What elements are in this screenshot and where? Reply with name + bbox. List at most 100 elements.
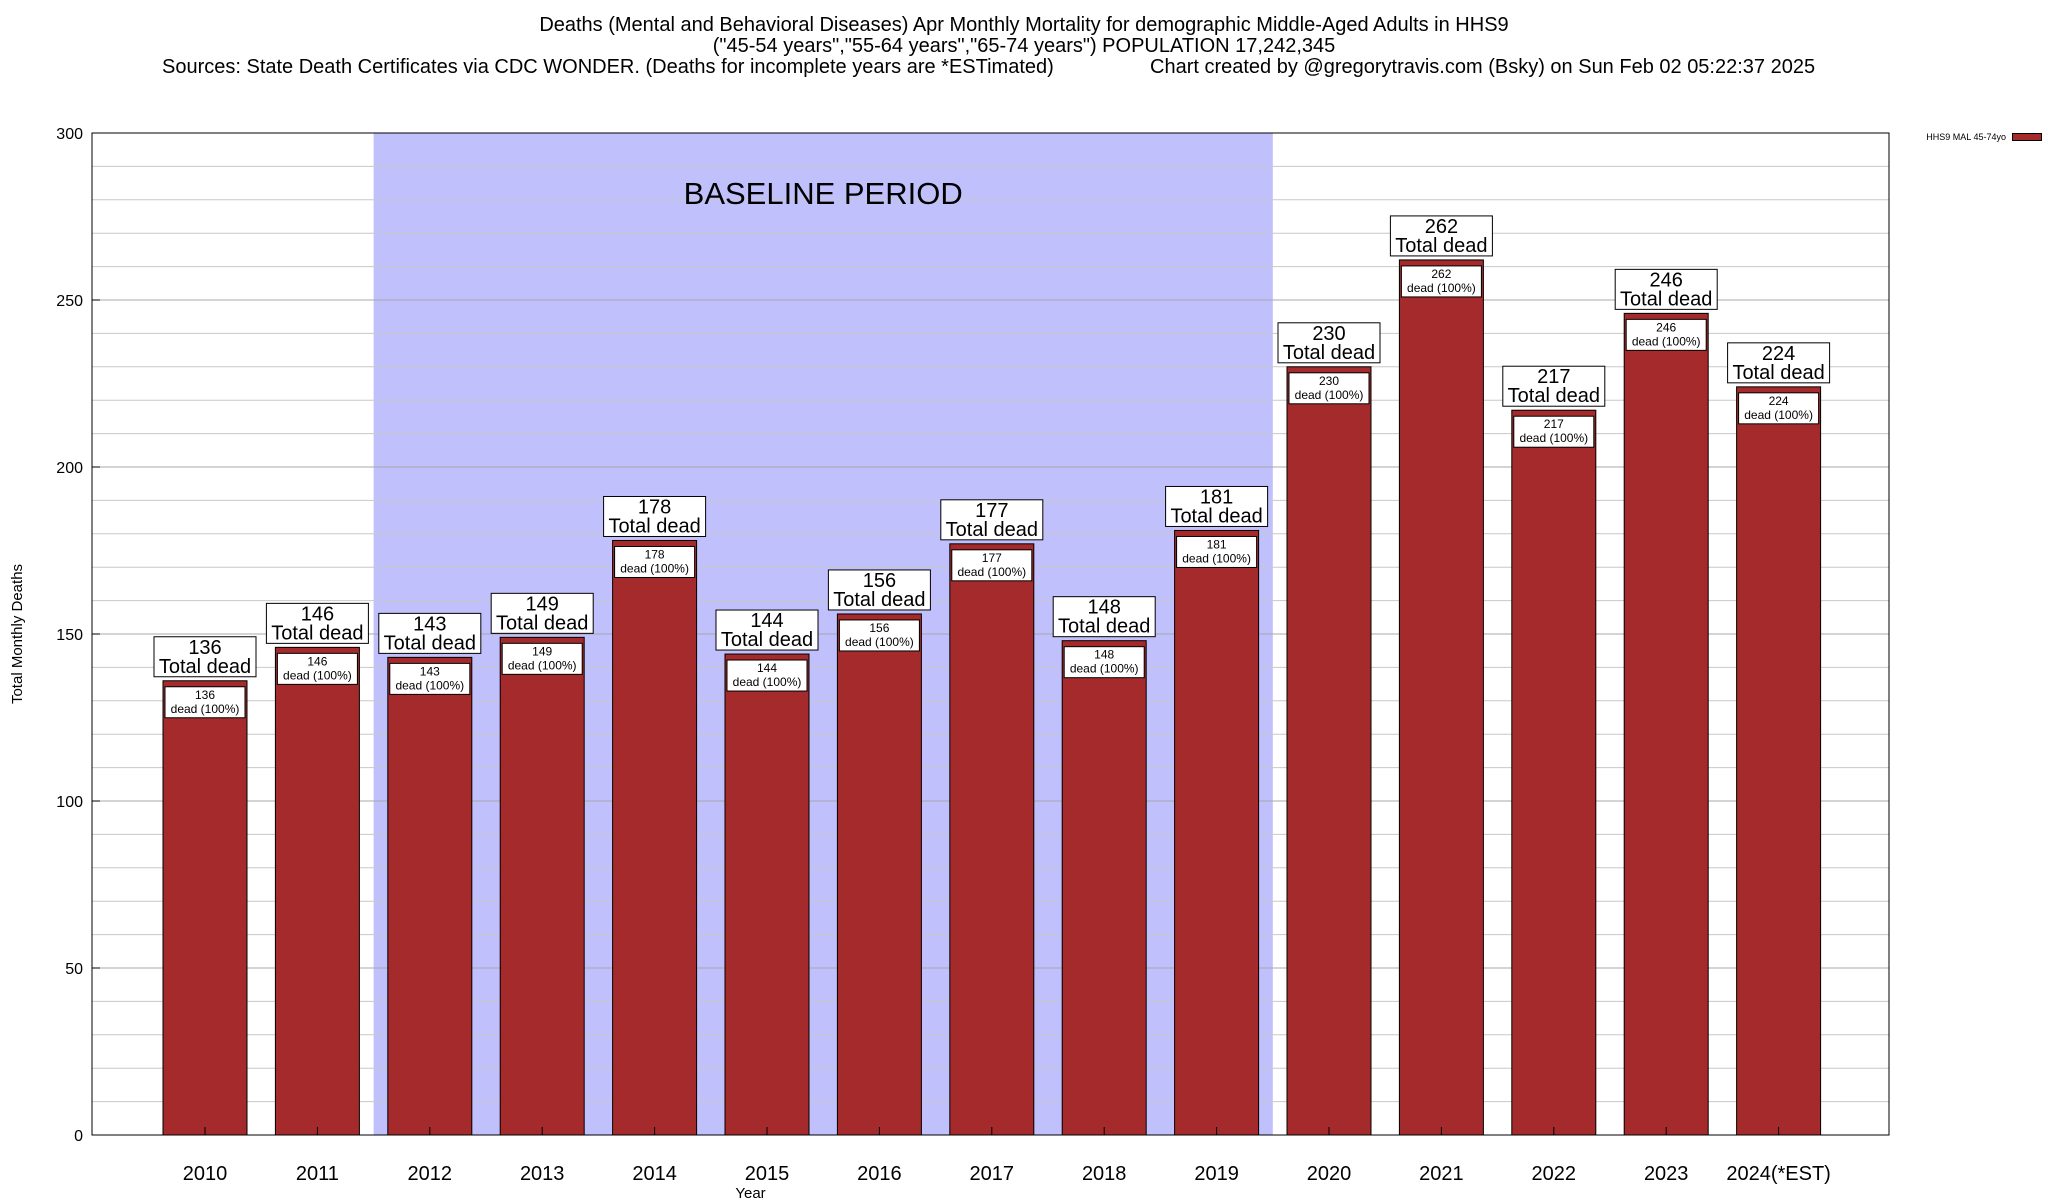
x-tick-label: 2015 bbox=[745, 1163, 790, 1185]
bar-inner-label-box bbox=[389, 662, 471, 695]
x-tick-label: 2021 bbox=[1419, 1163, 1464, 1185]
bar-value-label: 217 bbox=[1537, 366, 1570, 388]
bar-inner-percent-label: dead (100%) bbox=[845, 635, 914, 649]
bar-total-label: Total dead bbox=[1395, 235, 1487, 257]
bar-total-label: Total dead bbox=[159, 656, 251, 678]
bar bbox=[724, 653, 810, 1136]
bar-value-label: 144 bbox=[750, 610, 783, 632]
bar-value-label: 246 bbox=[1650, 269, 1683, 291]
x-tick-label: 2023 bbox=[1644, 1163, 1689, 1185]
x-tick-label: 2017 bbox=[970, 1163, 1015, 1185]
y-tick-label: 150 bbox=[56, 627, 83, 644]
bar bbox=[387, 656, 473, 1136]
bar-top-label-box bbox=[1052, 596, 1156, 638]
bar-inner-value-label: 246 bbox=[1656, 320, 1676, 334]
bar-top-label-box bbox=[1614, 268, 1718, 310]
bar-top-label-box bbox=[490, 592, 594, 634]
x-tick-label: 2011 bbox=[296, 1163, 339, 1185]
bar-total-label: Total dead bbox=[1058, 616, 1150, 638]
x-tick-label: 2022 bbox=[1532, 1163, 1577, 1185]
bar bbox=[1286, 366, 1372, 1136]
bar-top-label-box bbox=[1277, 322, 1381, 364]
bar-top-label-box bbox=[1502, 365, 1606, 407]
bar-inner-value-label: 230 bbox=[1319, 374, 1339, 388]
bar bbox=[612, 539, 698, 1136]
chart-subtitle: ("45-54 years","55-64 years","65-74 year… bbox=[712, 35, 1336, 57]
bar-inner-value-label: 178 bbox=[645, 547, 665, 561]
legend-series-label: HHS9 MAL 45-74yo bbox=[1926, 132, 2006, 142]
bar-inner-value-label: 224 bbox=[1769, 394, 1789, 408]
bar bbox=[1174, 529, 1260, 1136]
chart-title: Deaths (Mental and Behavioral Diseases) … bbox=[539, 14, 1509, 36]
bar-top-label-box bbox=[378, 612, 482, 654]
bar-top-label-box bbox=[153, 636, 257, 678]
bar bbox=[1736, 386, 1822, 1136]
x-tick-label: 2012 bbox=[408, 1163, 453, 1185]
x-tick-label: 2019 bbox=[1194, 1163, 1239, 1185]
bar-value-label: 146 bbox=[301, 603, 334, 625]
bar-inner-value-label: 177 bbox=[982, 551, 1002, 565]
bar bbox=[1398, 259, 1484, 1136]
bar-value-label: 148 bbox=[1088, 597, 1121, 619]
bar-total-label: Total dead bbox=[1283, 342, 1375, 364]
bar-inner-percent-label: dead (100%) bbox=[733, 675, 802, 689]
bar-value-label: 177 bbox=[975, 500, 1008, 522]
bar-value-label: 136 bbox=[188, 637, 221, 659]
bar-inner-label-box bbox=[1176, 535, 1258, 568]
y-tick-label: 0 bbox=[74, 1128, 83, 1145]
chart-credit-note: Chart created by @gregorytravis.com (Bsk… bbox=[1150, 56, 1816, 78]
bar-value-label: 143 bbox=[413, 613, 446, 635]
bar-inner-percent-label: dead (100%) bbox=[283, 668, 352, 682]
bar-inner-percent-label: dead (100%) bbox=[1407, 281, 1476, 295]
bar-inner-label-box bbox=[501, 642, 583, 675]
bar-inner-percent-label: dead (100%) bbox=[171, 702, 240, 716]
bar-total-label: Total dead bbox=[1170, 505, 1262, 527]
bar-inner-label-box bbox=[1738, 392, 1820, 425]
bar-inner-percent-label: dead (100%) bbox=[395, 678, 464, 692]
baseline-period-label: BASELINE PERIOD bbox=[684, 176, 963, 211]
y-tick-label: 200 bbox=[56, 460, 83, 477]
bar-total-label: Total dead bbox=[946, 519, 1038, 541]
x-tick-label: 2013 bbox=[520, 1163, 565, 1185]
bar-top-label-box bbox=[715, 609, 819, 651]
bar-total-label: Total dead bbox=[1508, 385, 1600, 407]
bar-value-label: 262 bbox=[1425, 216, 1458, 238]
x-axis-title: Year bbox=[735, 1185, 765, 1200]
y-axis-title: Total Monthly Deaths bbox=[9, 564, 26, 704]
bar-inner-label-box bbox=[1288, 372, 1370, 405]
bar bbox=[1061, 640, 1147, 1136]
bar-inner-label-box bbox=[726, 659, 808, 692]
bar-total-label: Total dead bbox=[496, 612, 588, 634]
bar-top-label-box bbox=[265, 602, 369, 644]
bar-inner-value-label: 262 bbox=[1431, 267, 1451, 281]
plot-frame bbox=[91, 132, 1890, 1136]
bar-inner-label-box bbox=[276, 652, 358, 685]
bar bbox=[274, 646, 360, 1136]
bar-inner-percent-label: dead (100%) bbox=[1182, 551, 1251, 565]
legend-series-swatch bbox=[2012, 133, 2042, 141]
bar-inner-percent-label: dead (100%) bbox=[957, 565, 1026, 579]
x-tick-label: 2020 bbox=[1307, 1163, 1352, 1185]
bar-total-label: Total dead bbox=[1620, 288, 1712, 310]
y-tick-label: 300 bbox=[56, 126, 83, 143]
bar-total-label: Total dead bbox=[271, 622, 363, 644]
bar-inner-label-box bbox=[1063, 646, 1145, 679]
y-tick-label: 100 bbox=[56, 794, 83, 811]
bar-top-label-box bbox=[1389, 215, 1493, 257]
bar bbox=[499, 636, 585, 1136]
bar-inner-label-box bbox=[1625, 318, 1707, 351]
bar-inner-label-box bbox=[951, 549, 1033, 582]
bar bbox=[1623, 312, 1709, 1136]
x-tick-label: 2014 bbox=[632, 1163, 677, 1185]
bar-inner-value-label: 156 bbox=[869, 621, 889, 635]
bar-inner-percent-label: dead (100%) bbox=[508, 658, 577, 672]
bar-top-label-box bbox=[1727, 342, 1831, 384]
bar-inner-value-label: 149 bbox=[532, 644, 552, 658]
bar-top-label-box bbox=[603, 495, 707, 537]
bar-total-label: Total dead bbox=[1732, 362, 1824, 384]
bar-top-label-box bbox=[1165, 485, 1269, 527]
bar-inner-percent-label: dead (100%) bbox=[1070, 662, 1139, 676]
y-tick-label: 250 bbox=[56, 293, 83, 310]
bar-value-label: 224 bbox=[1762, 343, 1795, 365]
